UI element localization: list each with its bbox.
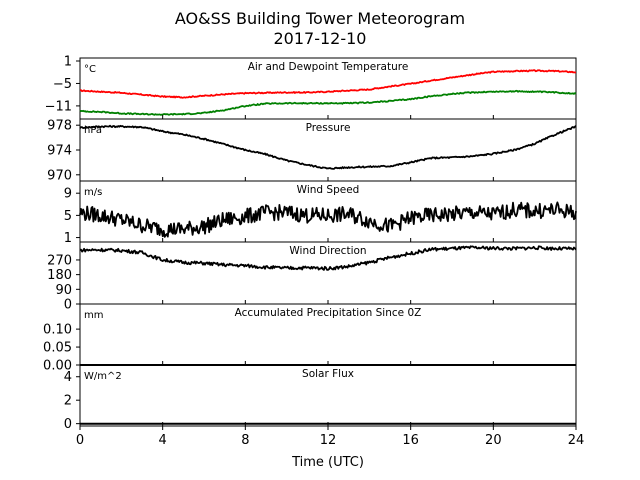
x-tick-label: 20 [485, 433, 502, 448]
y-tick-label: 0.10 [43, 323, 72, 338]
series-line [80, 69, 576, 99]
y-tick-label: 1 [64, 54, 72, 69]
panel-title: Air and Dewpoint Temperature [248, 61, 409, 73]
y-tick-label: 4 [64, 370, 72, 385]
y-tick-label: 974 [47, 144, 72, 159]
y-tick-label: 5 [64, 209, 72, 224]
figure-title-line1: AO&SS Building Tower Meteorogram [175, 9, 465, 28]
panel-wind-speed: 9 5 1 Wind Speed m/s [64, 180, 577, 246]
x-tick-label: 12 [320, 433, 337, 448]
y-tick-label: 0.05 [43, 341, 72, 356]
series-line [79, 89, 577, 116]
panel-unit: W/m^2 [84, 371, 122, 382]
panel-solar-flux: 4 2 0 Solar Flux W/m^2 [64, 364, 577, 432]
panel-precipitation: 0.10 0.05 0.00 Accumulated Precipitation Si… [43, 303, 577, 374]
series-line [79, 124, 577, 170]
y-tick-label: 0 [64, 417, 72, 432]
x-tick-label: 4 [159, 433, 167, 448]
y-tick-label: −5 [53, 77, 72, 92]
y-tick-label: 90 [55, 283, 72, 298]
y-tick-label: 180 [47, 268, 72, 283]
panel-unit: hPa [84, 125, 102, 136]
figure-title-line2: 2017-12-10 [274, 29, 367, 48]
series-line [79, 245, 577, 271]
x-tick-label: 0 [76, 433, 84, 448]
x-axis-label: Time (UTC) [291, 455, 364, 470]
series-line [79, 201, 577, 238]
panel-title: Wind Speed [297, 184, 360, 196]
panel-title: Pressure [306, 122, 351, 134]
y-tick-label: −11 [45, 99, 72, 114]
y-tick-label: 1 [64, 231, 72, 246]
y-tick-label: 0.00 [43, 359, 72, 374]
panel-title: Solar Flux [302, 368, 354, 380]
x-tick-label: 24 [568, 433, 585, 448]
y-tick-label: 970 [47, 168, 72, 183]
y-tick-label: 2 [64, 394, 72, 409]
y-tick-label: 978 [47, 119, 72, 134]
panel-pressure: 978 974 970 Pressure hPa [47, 118, 577, 183]
panel-unit: mm [84, 310, 103, 321]
y-tick-label: 0 [64, 298, 72, 313]
y-tick-label: 9 [64, 187, 72, 202]
panel-title: Accumulated Precipitation Since 0Z [235, 307, 422, 319]
panel-temperature: 1 −5 −11 Air and Dewpoint Temperature °C [45, 54, 577, 120]
x-tick-label: 8 [241, 433, 249, 448]
panel-title: Wind Direction [289, 245, 366, 257]
panel-unit: °C [84, 64, 96, 75]
x-tick-label: 16 [402, 433, 419, 448]
panel-unit: m/s [84, 187, 102, 198]
y-tick-label: 270 [47, 253, 72, 268]
x-axis: 0 4 8 12 16 20 24 [76, 426, 584, 448]
